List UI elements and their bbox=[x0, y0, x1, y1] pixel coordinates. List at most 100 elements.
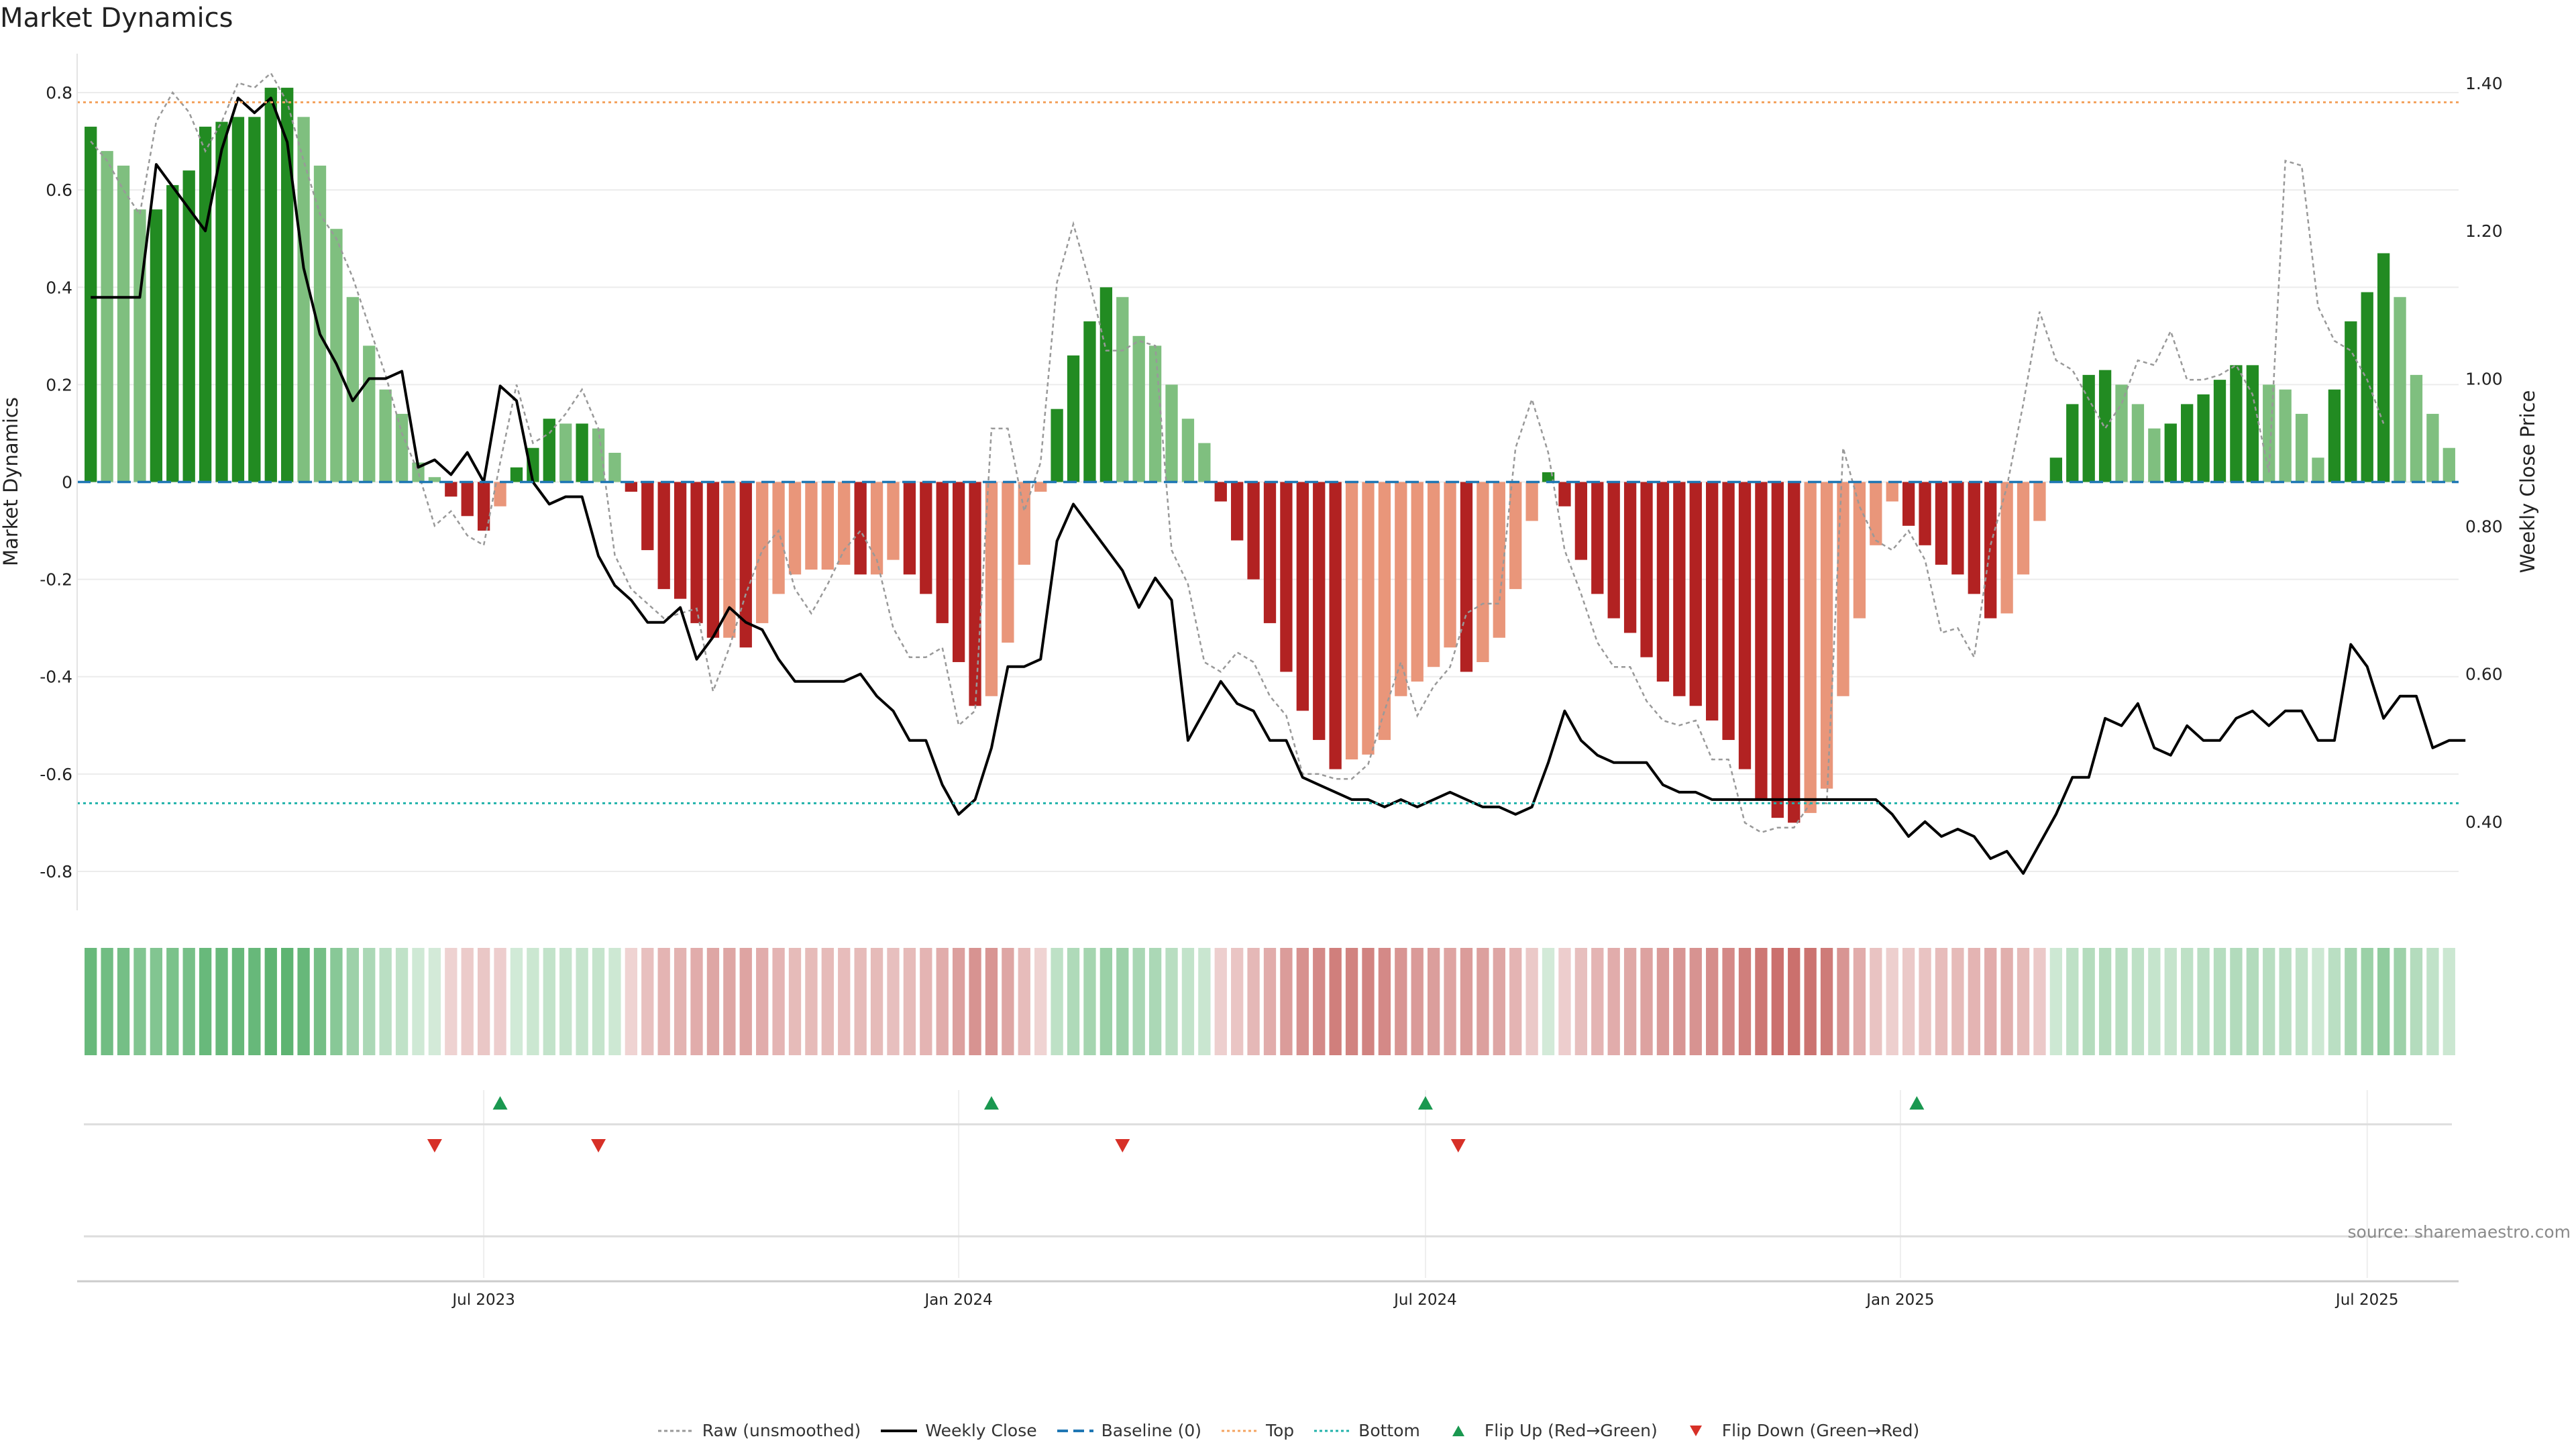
heat-cell bbox=[674, 948, 687, 1055]
heat-cell bbox=[1148, 948, 1162, 1055]
heat-cell bbox=[870, 948, 883, 1055]
dynamics-bar bbox=[1788, 482, 1801, 823]
heat-cell bbox=[1689, 948, 1702, 1055]
heat-cell bbox=[1853, 948, 1866, 1055]
heat-cell bbox=[1231, 948, 1244, 1055]
heat-cell bbox=[2246, 948, 2259, 1055]
heat-cell bbox=[1558, 948, 1571, 1055]
y2-axis-title: Weekly Close Price bbox=[2516, 390, 2539, 574]
heat-cell bbox=[2164, 948, 2177, 1055]
dynamics-bar bbox=[1870, 482, 1882, 545]
dynamics-bar bbox=[625, 482, 638, 492]
heat-cell bbox=[182, 948, 195, 1055]
heat-cell bbox=[1247, 948, 1260, 1055]
dynamics-bar bbox=[543, 419, 555, 482]
heat-cell bbox=[297, 948, 310, 1055]
dynamics-bar bbox=[1345, 482, 1358, 760]
heat-cell bbox=[805, 948, 818, 1055]
dynamics-bar bbox=[182, 170, 195, 482]
dynamics-bar bbox=[1837, 482, 1849, 696]
dynamics-bar bbox=[2328, 389, 2341, 482]
series-lines bbox=[90, 72, 2466, 875]
heat-cell bbox=[2017, 948, 2030, 1055]
heat-cell bbox=[1673, 948, 1686, 1055]
dynamics-bar bbox=[674, 482, 687, 599]
dynamics-bar bbox=[952, 482, 965, 662]
dynamics-bar bbox=[1116, 297, 1129, 482]
heat-cell bbox=[2410, 948, 2423, 1055]
dynamics-bar bbox=[788, 482, 802, 575]
legend-top-label: Top bbox=[1265, 1421, 1295, 1440]
heat-cell bbox=[576, 948, 588, 1055]
heat-cell bbox=[952, 948, 965, 1055]
y2-tick-label: 0.80 bbox=[2465, 517, 2503, 537]
heat-cell bbox=[2394, 948, 2406, 1055]
legend-flip-up-label: Flip Up (Red→Green) bbox=[1484, 1421, 1658, 1440]
dynamics-bar bbox=[1247, 482, 1260, 580]
dynamics-bar bbox=[2213, 380, 2226, 482]
heat-cell bbox=[854, 948, 867, 1055]
dynamics-bar bbox=[1460, 482, 1473, 672]
dynamics-bar bbox=[1477, 482, 1489, 662]
heat-cell bbox=[363, 948, 376, 1055]
heat-cell bbox=[2263, 948, 2275, 1055]
heat-cell bbox=[1493, 948, 1505, 1055]
heat-cell bbox=[1837, 948, 1849, 1055]
dynamics-bar bbox=[1411, 482, 1424, 682]
dynamics-bar bbox=[920, 482, 932, 594]
dynamics-bar bbox=[297, 117, 310, 482]
dynamics-bar bbox=[133, 209, 146, 482]
heat-cell bbox=[2000, 948, 2013, 1055]
heat-cell bbox=[1870, 948, 1882, 1055]
heat-cell bbox=[1067, 948, 1080, 1055]
heat-cell bbox=[1002, 948, 1014, 1055]
dynamics-bar bbox=[2115, 384, 2128, 482]
heat-cell bbox=[985, 948, 998, 1055]
heat-cell bbox=[2443, 948, 2455, 1055]
heat-cell bbox=[231, 948, 245, 1055]
dynamics-bar bbox=[1820, 482, 1833, 789]
dynamics-bar bbox=[2049, 458, 2063, 482]
heat-cell bbox=[1935, 948, 1948, 1055]
dynamics-bar bbox=[1656, 482, 1670, 682]
heat-cell bbox=[150, 948, 163, 1055]
y-tick-label: -0.6 bbox=[40, 765, 72, 784]
dynamics-bar bbox=[330, 229, 343, 482]
heat-cell bbox=[2181, 948, 2194, 1055]
heat-cell bbox=[1444, 948, 1456, 1055]
legend-top: Top bbox=[1220, 1421, 1294, 1440]
dynamics-bar bbox=[2033, 482, 2046, 521]
heat-cell bbox=[657, 948, 670, 1055]
dynamics-bar bbox=[166, 184, 179, 482]
legend-top-swatch bbox=[1221, 1430, 1258, 1432]
heat-cell bbox=[887, 948, 900, 1055]
dynamics-bar bbox=[150, 209, 163, 482]
dynamics-bar bbox=[248, 117, 261, 482]
reference-lines bbox=[77, 101, 2459, 804]
heat-cell bbox=[346, 948, 359, 1055]
heat-cell bbox=[1181, 948, 1195, 1055]
y2-tick-label: 1.00 bbox=[2465, 369, 2503, 388]
dynamics-bar bbox=[1574, 482, 1588, 560]
heat-cell bbox=[1607, 948, 1620, 1055]
dynamics-bar bbox=[1165, 384, 1178, 482]
dynamics-bar bbox=[1198, 443, 1211, 482]
x-tick-label: Jan 2025 bbox=[1865, 1291, 1934, 1309]
dynamics-bar bbox=[2410, 374, 2423, 482]
heat-cell bbox=[821, 948, 834, 1055]
heat-cell bbox=[379, 948, 392, 1055]
heat-cell bbox=[2295, 948, 2308, 1055]
dynamics-bar bbox=[887, 482, 900, 560]
heat-cell bbox=[1755, 948, 1768, 1055]
heat-cell bbox=[903, 948, 916, 1055]
heat-cell bbox=[1623, 948, 1637, 1055]
dynamics-bar bbox=[231, 117, 245, 482]
heat-cell bbox=[1395, 948, 1407, 1055]
dynamics-bar bbox=[264, 87, 277, 482]
heat-cell bbox=[1132, 948, 1145, 1055]
flip-down-marker bbox=[591, 1139, 606, 1152]
dynamics-bar bbox=[1313, 482, 1326, 741]
heat-cell bbox=[1083, 948, 1096, 1055]
dynamics-bar bbox=[1231, 482, 1244, 541]
legend-close-label: Weekly Close bbox=[925, 1421, 1037, 1440]
